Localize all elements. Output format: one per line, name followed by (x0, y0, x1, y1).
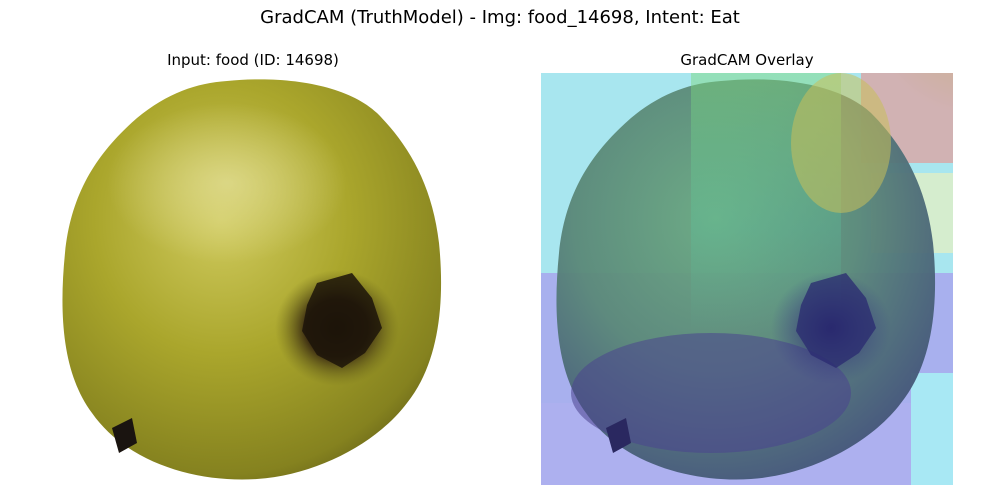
input-image-panel (47, 73, 459, 485)
overlay-panel-title: GradCAM Overlay (680, 51, 814, 69)
gradcam-overlay (541, 73, 953, 485)
input-panel-title: Input: food (ID: 14698) (167, 51, 339, 69)
figure-title: GradCAM (TruthModel) - Img: food_14698, … (260, 7, 740, 28)
fruit-photo (47, 73, 459, 485)
gradcam-overlay-panel (541, 73, 953, 485)
